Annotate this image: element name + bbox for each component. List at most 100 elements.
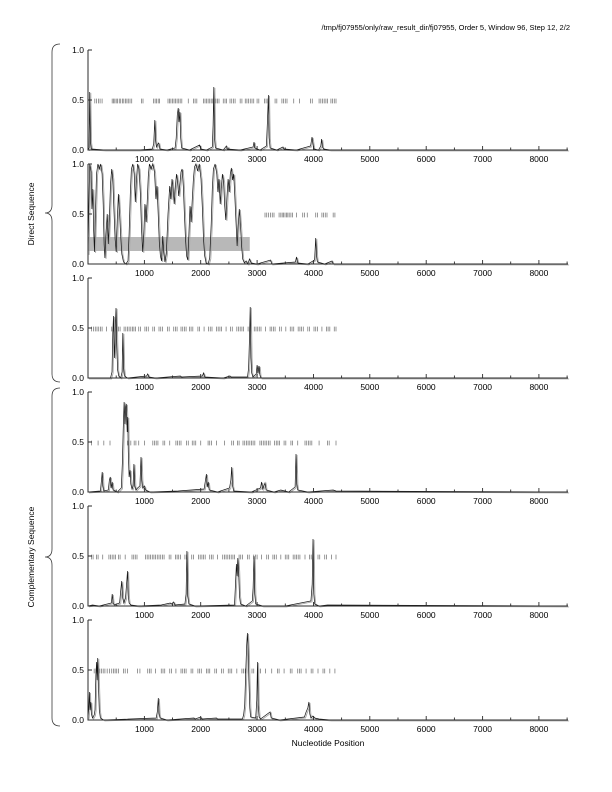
x-tick-label: 1000: [135, 382, 154, 392]
x-tick-label: 4000: [304, 610, 323, 620]
x-tick-label: 5000: [360, 382, 379, 392]
x-tick-label: 1000: [135, 154, 154, 164]
complementary-sequence-label: Complementary Sequence: [26, 506, 36, 608]
x-tick-label: 2000: [191, 154, 210, 164]
x-tick-label: 7000: [473, 496, 492, 506]
x-tick-label: 6000: [417, 496, 436, 506]
probability-trace: [87, 632, 568, 721]
x-tick-label: 7000: [473, 382, 492, 392]
panel-svg-direct-frame-1: 1000 2000 3000 4000 5000 6000 7000 8000 0.0 0.5 1.…: [72, 45, 570, 164]
y-tick-label: 0.5: [72, 209, 84, 219]
x-tick-label: 8000: [529, 724, 548, 734]
y-tick-label: 0.0: [72, 715, 84, 725]
x-tick-label: 8000: [529, 496, 548, 506]
y-tick-label: 0.5: [72, 437, 84, 447]
x-tick-label: 2000: [191, 268, 210, 278]
trace-shadow: [89, 539, 570, 608]
x-tick-label: 5000: [360, 610, 379, 620]
axis-lines: [87, 506, 568, 607]
x-tick-label: 8000: [529, 610, 548, 620]
y-tick-label: 0.0: [72, 259, 84, 269]
x-axis-title: Nucleotide Position: [291, 738, 365, 748]
y-tick-label: 0.0: [72, 373, 84, 383]
x-tick-label: 4000: [304, 268, 323, 278]
panel-direct-frame-2: 1000 2000 3000 4000 5000 6000 7000 8000 0.0 0.5 1.…: [50, 156, 576, 284]
panel-svg-complementary-frame-1: 1000 2000 3000 4000 5000 6000 7000 8000 0.0 0.5 1.…: [72, 387, 570, 506]
y-tick-label: 0.0: [72, 145, 84, 155]
x-tick-label: 2000: [191, 610, 210, 620]
x-tick-label: 4000: [304, 382, 323, 392]
orf-markers: [91, 326, 337, 332]
trace-shadow: [88, 633, 570, 722]
x-tick-label: 2000: [191, 724, 210, 734]
x-tick-label: 3000: [248, 496, 267, 506]
x-tick-label: 3000: [248, 268, 267, 278]
probability-trace: [87, 162, 568, 265]
probability-trace: [87, 538, 569, 607]
x-tick-label: 6000: [417, 610, 436, 620]
tick-marks: [88, 163, 568, 265]
y-tick-label: 1.0: [72, 501, 84, 511]
tick-marks: [88, 49, 568, 151]
x-tick-label: 8000: [529, 382, 548, 392]
y-tick-label: 0.5: [72, 323, 84, 333]
x-tick-label: 5000: [360, 724, 379, 734]
y-tick-label: 1.0: [72, 273, 84, 283]
x-tick-label: 3000: [248, 724, 267, 734]
x-tick-label: 6000: [417, 724, 436, 734]
orf-markers: [91, 440, 337, 446]
orf-markers: [91, 554, 337, 560]
trace-shadow: [88, 163, 570, 266]
panel-complementary-frame-3: 1000 2000 3000 4000 5000 6000 7000 8000 0.0 0.5 1.…: [50, 612, 576, 740]
x-tick-label: 8000: [529, 268, 548, 278]
tick-marks: [88, 391, 568, 493]
x-tick-label: 2000: [191, 496, 210, 506]
y-tick-label: 1.0: [72, 159, 84, 169]
y-tick-label: 1.0: [72, 615, 84, 625]
tick-marks: [88, 505, 568, 607]
x-tick-label: 3000: [248, 154, 267, 164]
panel-complementary-frame-2: 1000 2000 3000 4000 5000 6000 7000 8000 0.0 0.5 1.…: [50, 498, 576, 626]
panel-svg-direct-frame-3: 1000 2000 3000 4000 5000 6000 7000 8000 0.0 0.5 1.…: [72, 273, 570, 392]
x-tick-label: 4000: [304, 154, 323, 164]
x-tick-label: 7000: [473, 268, 492, 278]
direct-sequence-label: Direct Sequence: [26, 182, 36, 246]
x-tick-label: 1000: [135, 268, 154, 278]
probability-trace: [87, 401, 569, 493]
panel-direct-frame-3: 1000 2000 3000 4000 5000 6000 7000 8000 0.0 0.5 1.…: [50, 270, 576, 398]
x-tick-label: 2000: [191, 382, 210, 392]
panel-svg-direct-frame-2: 1000 2000 3000 4000 5000 6000 7000 8000 0.0 0.5 1.…: [72, 159, 570, 278]
x-tick-label: 3000: [248, 382, 267, 392]
x-tick-label: 7000: [473, 724, 492, 734]
probability-trace: [87, 86, 568, 151]
trace-shadow: [88, 87, 570, 152]
panel-complementary-frame-1: 1000 2000 3000 4000 5000 6000 7000 8000 0.0 0.5 1.…: [50, 384, 576, 512]
x-tick-label: 5000: [360, 154, 379, 164]
panel-svg-complementary-frame-2: 1000 2000 3000 4000 5000 6000 7000 8000 0.0 0.5 1.…: [72, 501, 570, 620]
probability-trace: [88, 306, 568, 379]
trace-shadow: [89, 402, 570, 494]
y-tick-label: 0.0: [72, 487, 84, 497]
y-tick-label: 1.0: [72, 387, 84, 397]
x-tick-label: 7000: [473, 610, 492, 620]
tick-marks: [88, 619, 568, 721]
x-tick-label: 6000: [417, 154, 436, 164]
y-tick-label: 0.5: [72, 665, 84, 675]
x-tick-label: 5000: [360, 268, 379, 278]
trace-shadow: [89, 307, 570, 380]
x-tick-label: 1000: [135, 496, 154, 506]
x-tick-label: 1000: [135, 724, 154, 734]
x-tick-label: 5000: [360, 496, 379, 506]
x-tick-label: 3000: [248, 610, 267, 620]
x-tick-label: 6000: [417, 268, 436, 278]
x-tick-label: 6000: [417, 382, 436, 392]
y-tick-label: 0.5: [72, 551, 84, 561]
x-tick-label: 4000: [304, 496, 323, 506]
panel-svg-complementary-frame-3: 1000 2000 3000 4000 5000 6000 7000 8000 0.0 0.5 1.…: [72, 615, 570, 734]
x-tick-label: 8000: [529, 154, 548, 164]
panel-direct-frame-1: 1000 2000 3000 4000 5000 6000 7000 8000 0.0 0.5 1.…: [50, 42, 576, 170]
axis-lines: [87, 392, 568, 493]
x-tick-label: 7000: [473, 154, 492, 164]
orf-markers: [264, 212, 336, 218]
